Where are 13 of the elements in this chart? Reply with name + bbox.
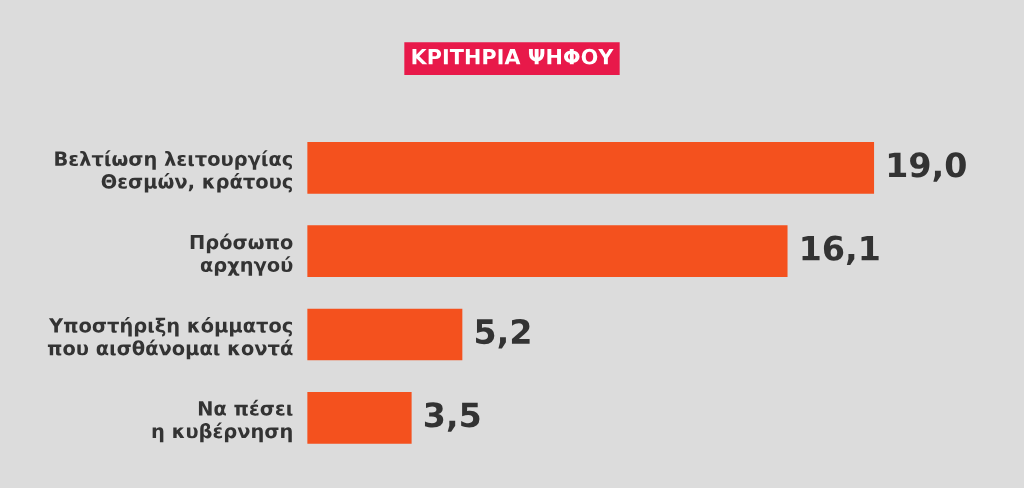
y-tick-label: Να πέσει η κυβέρνηση [152,399,293,443]
bar [307,141,875,194]
chart-title: ΚΡΙΤΗΡΙΑ ΨΗΦΟΥ [412,48,614,65]
y-tick-label: Πρόσωπο αρχηγού [190,233,293,276]
y-tick-label: Βελτίωση λειτουργίας Θεσμών, κράτους [55,150,293,193]
data-label: 19,0 [888,152,966,182]
bar [307,225,788,277]
data-label: 5,2 [476,318,530,349]
y-tick-label: Υποστήριξη κόμματος που αισθάνομαι κοντά [47,316,293,360]
bar [307,308,463,361]
data-label: 16,1 [802,235,879,266]
bar [307,391,412,444]
data-label: 3,5 [424,402,480,432]
